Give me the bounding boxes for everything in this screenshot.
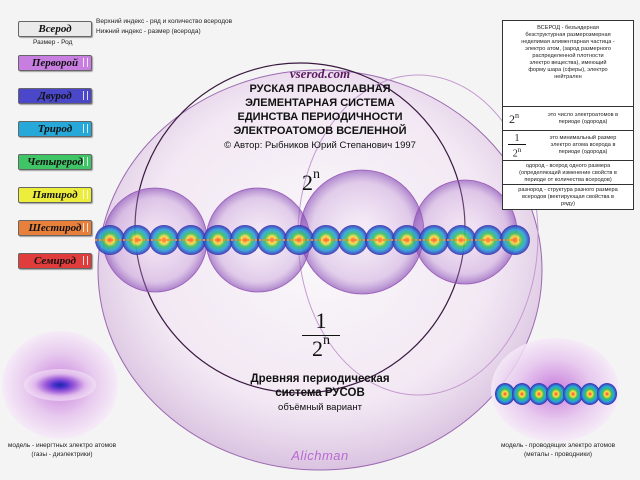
legend-item: Перворой	[18, 55, 92, 71]
info-text-line: это минимальный размер	[549, 135, 617, 141]
info-text-line: это число электроатомов в	[547, 112, 619, 118]
bead	[203, 225, 233, 255]
legend-item: Четырерод	[18, 154, 92, 170]
legend-index-mark	[83, 124, 88, 133]
legend-index-mark	[83, 58, 88, 67]
badge-subtitle: Размер - Род	[33, 39, 73, 46]
info-text-line: неделимая алиментарная частица -	[521, 39, 615, 45]
bead	[311, 225, 341, 255]
right-bead	[495, 383, 515, 405]
info-text-line: периоде (одорода)	[558, 149, 608, 155]
info-odorod-cell: одород - всерод одного размера (определяю…	[503, 161, 633, 185]
bottom-title-1: Древняя периодическая	[250, 373, 390, 385]
alichman-logo: Alichman	[291, 448, 349, 463]
bottom-subtitle: объёмный вариант	[278, 402, 362, 413]
right-model-chain	[495, 383, 617, 405]
info-2n-cell: 2n это число электроатомов в периоде (одо…	[503, 107, 633, 131]
legend-item: Пятирод	[18, 187, 92, 203]
bead	[446, 225, 476, 255]
vserod-badge: Всерод	[18, 21, 92, 37]
info-text-line: безструктурная размерозмерная	[525, 32, 611, 38]
right-bead	[563, 383, 583, 405]
info-fraction-cell: 1 2n это минимальный размер электро атома…	[503, 131, 633, 161]
bead	[95, 225, 125, 255]
legend-index-mark	[83, 223, 88, 232]
right-bead	[512, 383, 532, 405]
legend-item-label: Четырерод	[27, 156, 83, 168]
title-line: ЭЛЕМЕНТАРНАЯ СИСТЕМА	[245, 97, 395, 109]
info-text-line: форму шара (сферы), электро	[528, 67, 608, 73]
top-legend-line1: Верхний индекс - ряд и количество всерод…	[96, 18, 233, 25]
left-model-core	[24, 369, 96, 401]
main-title: РУСКАЯ ПРАВОСЛАВНАЯ ЭЛЕМЕНТАРНАЯ СИСТЕМА Е…	[180, 82, 460, 138]
legend-item: Двурод	[18, 88, 92, 104]
left-caption-1: модель - инергтных электро атомов	[7, 442, 117, 449]
info-text-line: ВСЕРОД - безъядерная	[537, 25, 599, 31]
legend-item: Семирод	[18, 253, 92, 269]
info-text-line: одород - всерод одного размера	[525, 163, 611, 169]
left-caption-2: (газы - диэлектрики)	[31, 451, 93, 458]
info-text-line: разнород - структура разного размера	[518, 187, 618, 193]
right-caption-2: (металы - проводники)	[523, 451, 593, 458]
info-vserod-cell: ВСЕРОД - безъядерная безструктурная разме…	[503, 21, 633, 107]
info-text-line: распределенной плотности	[532, 53, 604, 59]
formula-2n: 2n	[302, 166, 320, 195]
legend-index-mark	[83, 256, 88, 265]
legend-index-mark	[83, 157, 88, 166]
info-text-line: периоде (одорода)	[558, 119, 608, 125]
legend-item-label: Пятирод	[32, 189, 78, 201]
legend-index-mark	[83, 190, 88, 199]
legend-item-label: Шестирод	[28, 222, 82, 234]
info-panel: ВСЕРОД - безъядерная безструктурная разме…	[502, 20, 634, 210]
legend-item-label: Семирод	[34, 255, 76, 267]
info-raznorod-cell: разнород - структура разного размера всер…	[503, 185, 633, 209]
legend-item-label: Двурод	[38, 90, 72, 102]
legend-item-label: Перворой	[31, 57, 79, 69]
info-text-line: нейтрален	[554, 74, 582, 80]
info-text-line: электро вещества), имеющий	[529, 60, 607, 66]
right-bead	[597, 383, 617, 405]
info-text-line: (определяющий изменение свойств в	[519, 170, 617, 176]
legend-index-mark	[83, 91, 88, 100]
legend-item: Шестирод	[18, 220, 92, 236]
formula-fraction: 1 2n	[298, 308, 344, 362]
legend-item-label: Трирод	[37, 123, 73, 135]
info-text-line: всеродов (вектирующая свойства в	[521, 194, 615, 200]
bead	[419, 225, 449, 255]
title-line: РУСКАЯ ПРАВОСЛАВНАЯ	[249, 83, 391, 95]
title-line: ЭЛЕКТРОАТОМОВ ВСЕЛЕННОЙ	[233, 125, 407, 137]
bead	[230, 225, 260, 255]
right-caption-1: модель - проводящих электро атомов	[500, 442, 616, 449]
legend-item: Трирод	[18, 121, 92, 137]
bead	[338, 225, 368, 255]
top-legend-line2: Нижний индекс - размер (всерода)	[96, 28, 201, 35]
title-line: ЕДИНСТВА ПЕРИОДИЧНОСТИ	[237, 111, 403, 123]
right-bead	[580, 383, 600, 405]
author-line: © Автор: Рыбников Юрий Степанович 1997	[224, 140, 416, 151]
site-title: vserod.com	[289, 66, 351, 81]
bottom-title-2: система РУСОВ	[275, 387, 365, 399]
info-text-line: электро атома всерода в	[550, 142, 616, 148]
info-text-line: периоде от количества всеродов)	[524, 177, 612, 183]
right-bead	[546, 383, 566, 405]
info-text-line: электро атом, (зарод размерного	[525, 46, 611, 52]
bead-chain	[95, 225, 530, 255]
info-text-line: ряду)	[560, 201, 575, 207]
right-bead	[529, 383, 549, 405]
